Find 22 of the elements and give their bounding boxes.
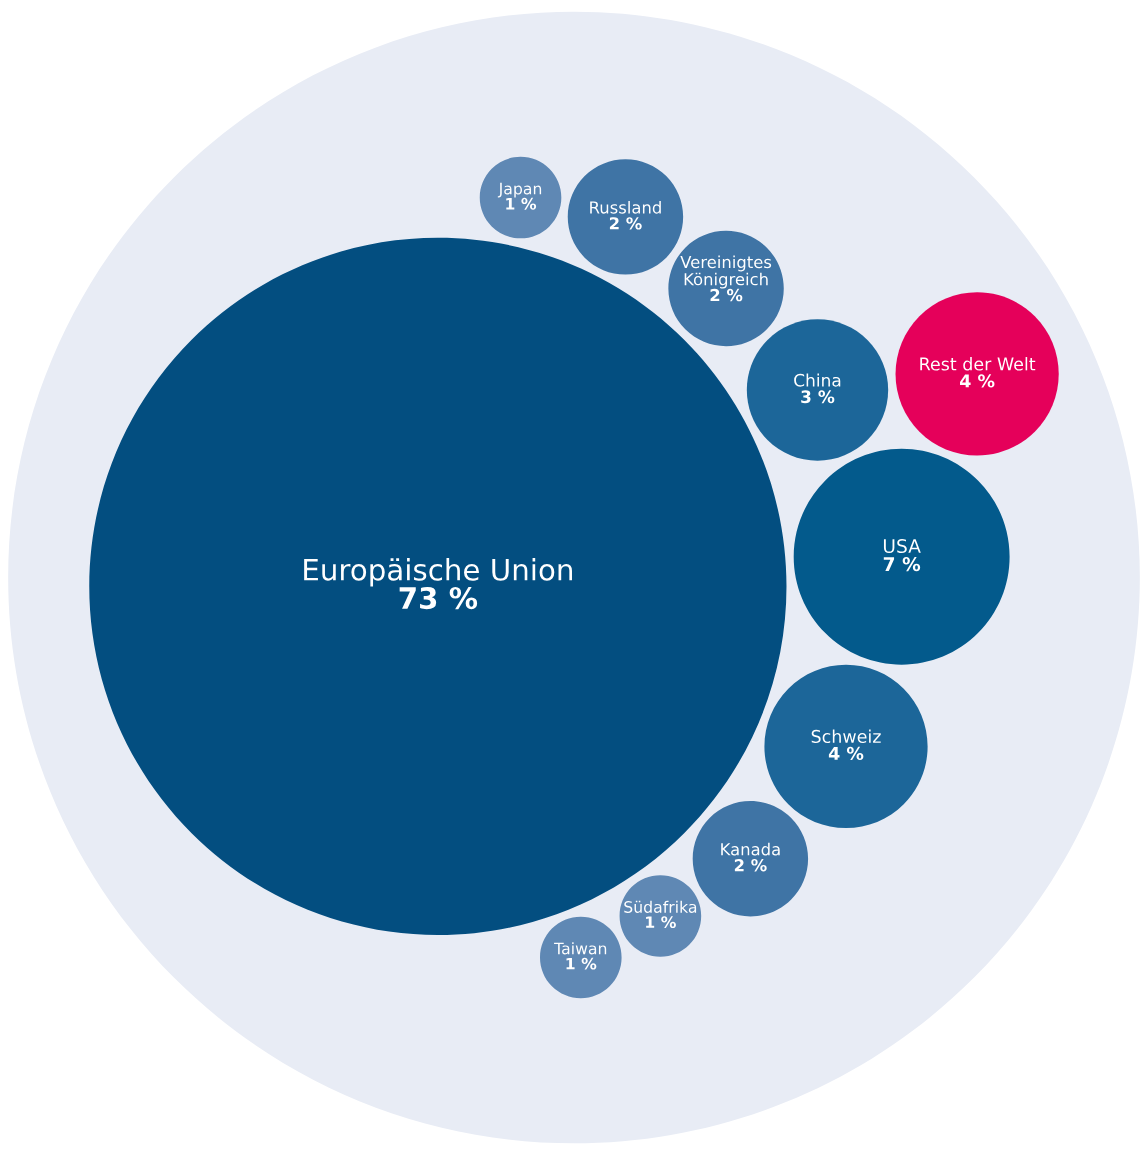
data-label: 1 %	[566, 957, 597, 970]
data-label: 2 %	[734, 858, 767, 872]
data-label: 3 %	[801, 390, 835, 404]
data-label: 2 %	[609, 217, 642, 230]
data-label: 1 %	[646, 916, 676, 929]
category-label: Südafrika	[624, 900, 697, 913]
data-label: 1 %	[506, 197, 537, 210]
data-label: 4 %	[960, 374, 995, 388]
category-label: Europäische Union	[304, 558, 572, 587]
category-label: China	[794, 373, 841, 387]
data-label: 73 %	[399, 586, 478, 610]
category-label: USA	[883, 538, 921, 554]
category-label: Kanada	[721, 842, 780, 856]
data-label: 2 %	[710, 288, 743, 302]
data-label: 7 %	[883, 557, 921, 572]
category-label: Schweiz	[811, 729, 881, 744]
category-label: Russland	[590, 200, 661, 214]
category-label: Taiwan	[554, 942, 607, 955]
category-label: Japan	[497, 182, 542, 198]
data-label: 4 %	[828, 746, 864, 760]
category-label: Rest der Welt	[920, 357, 1036, 371]
category-label: Vereinigtes Königreich	[680, 255, 772, 289]
